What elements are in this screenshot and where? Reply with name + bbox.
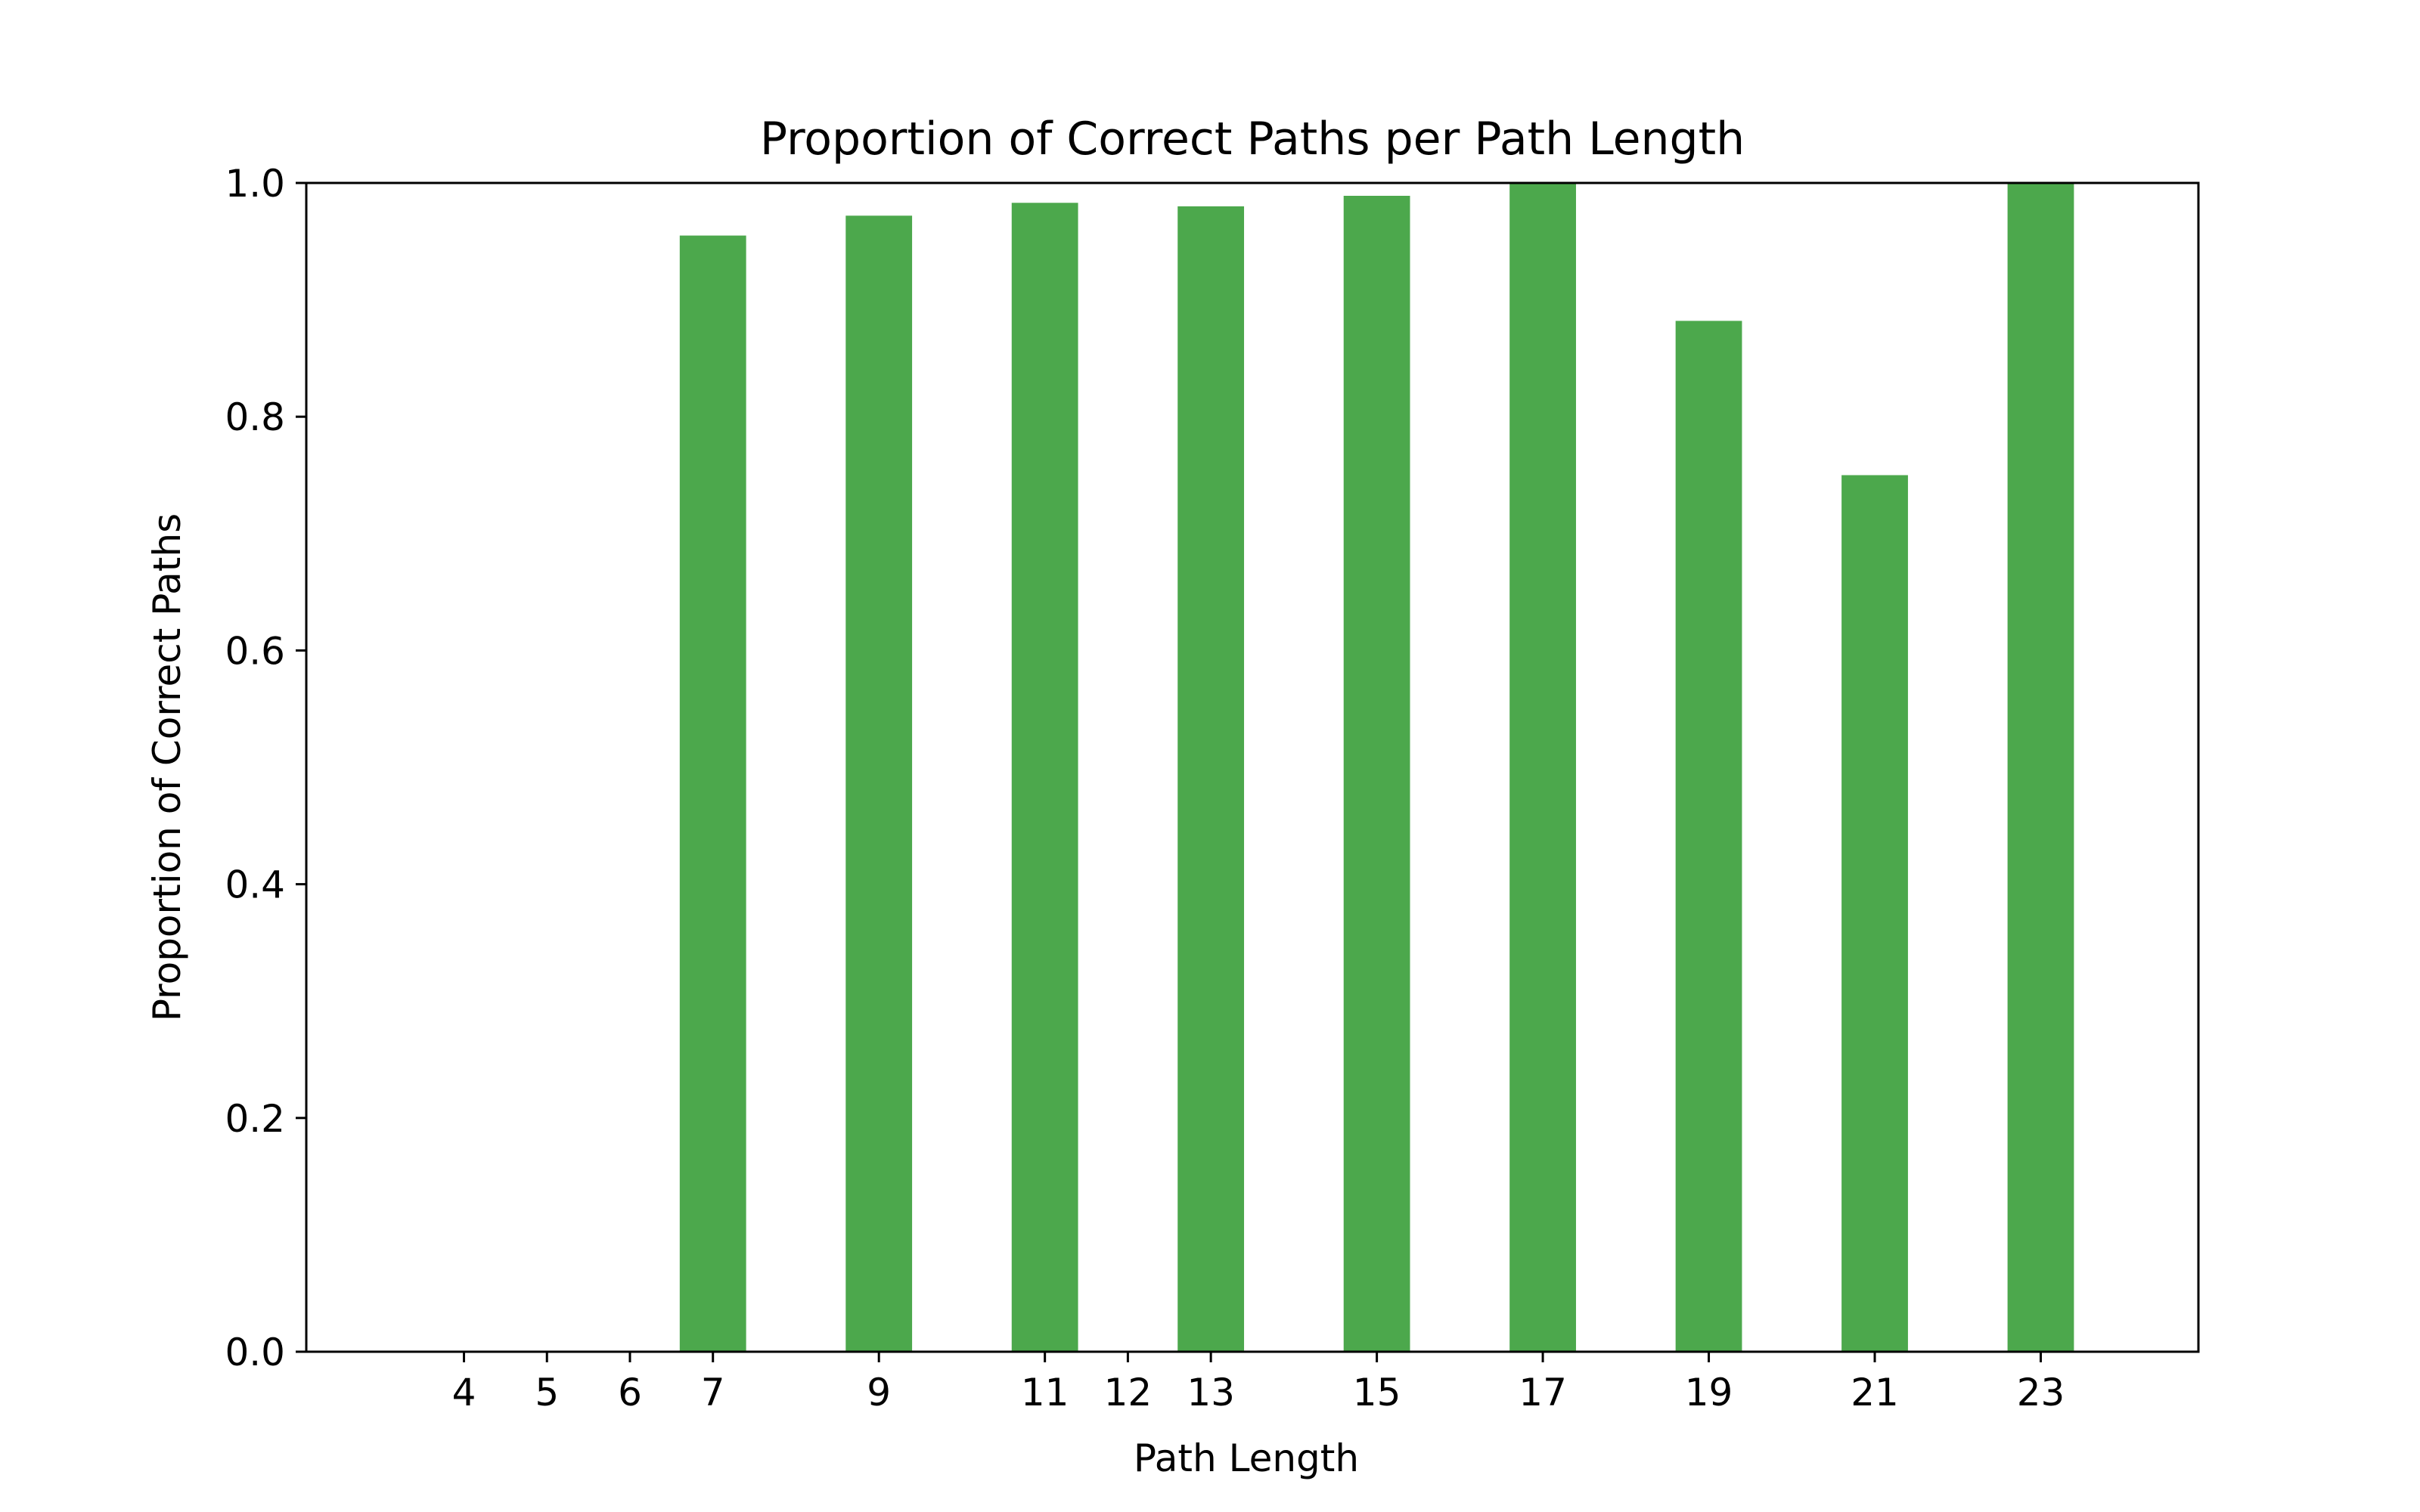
y-axis-label: Proportion of Correct Paths — [145, 513, 189, 1021]
bar-7 — [679, 235, 746, 1352]
x-tick-label: 7 — [701, 1371, 725, 1414]
x-tick-label: 9 — [867, 1371, 891, 1414]
y-tick-label: 0.0 — [225, 1331, 285, 1374]
x-tick-label: 5 — [535, 1371, 559, 1414]
x-tick-label: 6 — [618, 1371, 642, 1414]
x-axis-label: Path Length — [1134, 1436, 1359, 1480]
x-tick-label: 11 — [1021, 1371, 1069, 1414]
x-tick-label: 4 — [452, 1371, 476, 1414]
y-axis-ticks: 0.0 0.2 0.4 0.6 0.8 1.0 — [225, 162, 306, 1374]
x-tick-label: 17 — [1519, 1371, 1567, 1414]
x-tick-label: 15 — [1353, 1371, 1401, 1414]
y-tick-label: 0.4 — [225, 863, 285, 907]
x-tick-label: 12 — [1104, 1371, 1153, 1414]
bars-layer — [679, 183, 2074, 1352]
bar-15 — [1343, 196, 1410, 1352]
x-tick-label: 23 — [2017, 1371, 2065, 1414]
bar-11 — [1011, 203, 1078, 1352]
y-tick-label: 0.6 — [225, 629, 285, 673]
x-axis-ticks: 4 5 6 7 9 11 12 13 15 17 19 21 23 — [452, 1352, 2065, 1414]
bar-13 — [1177, 206, 1245, 1352]
y-tick-label: 1.0 — [225, 162, 285, 206]
x-tick-label: 19 — [1685, 1371, 1733, 1414]
bar-9 — [845, 215, 913, 1352]
y-tick-label: 0.2 — [225, 1097, 285, 1141]
bar-23 — [2007, 183, 2074, 1352]
bar-19 — [1675, 321, 1742, 1352]
y-tick-label: 0.8 — [225, 395, 285, 439]
chart-title: Proportion of Correct Paths per Path Len… — [760, 113, 1745, 166]
bar-17 — [1509, 183, 1576, 1352]
plot-frame — [305, 181, 2200, 1353]
bar-21 — [1841, 475, 1908, 1352]
x-tick-label: 21 — [1851, 1371, 1899, 1414]
x-tick-label: 13 — [1187, 1371, 1235, 1414]
